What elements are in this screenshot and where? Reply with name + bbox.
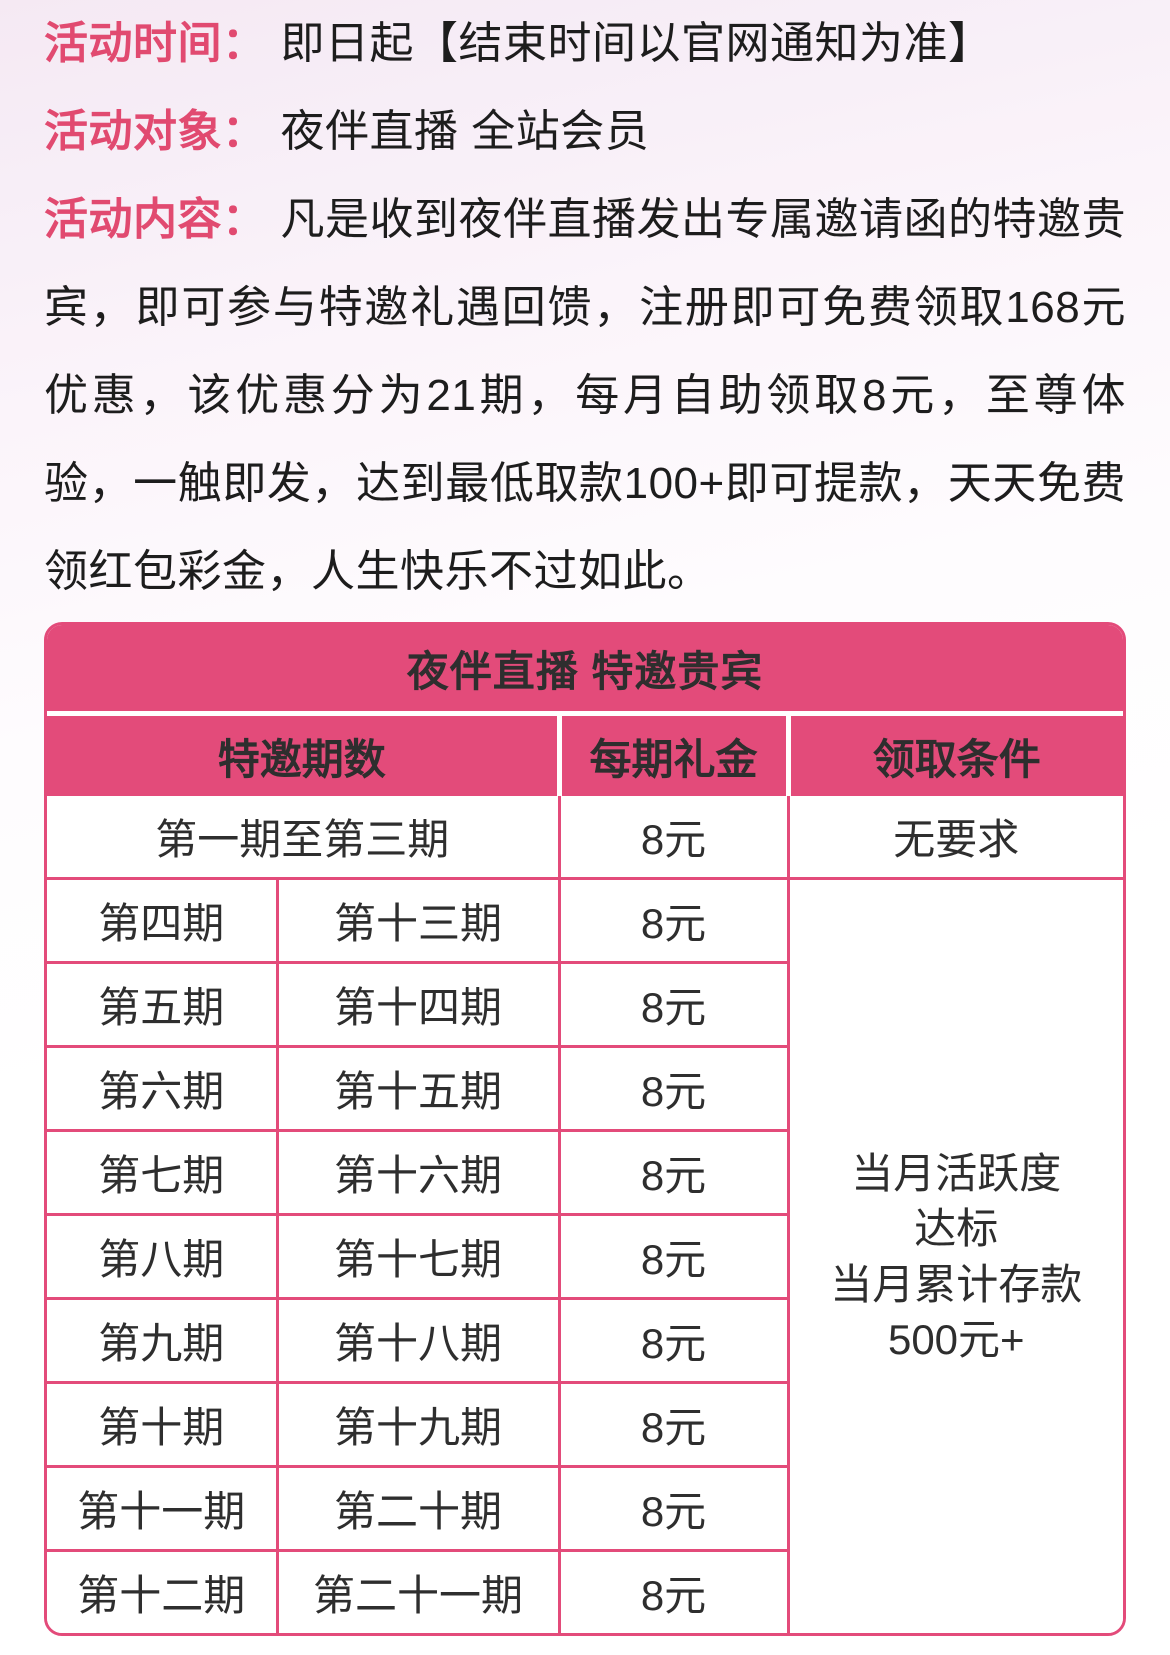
header-prize: 每期礼金: [556, 713, 788, 796]
period-cell-right: 第十五期: [277, 1046, 561, 1132]
period-cell-left: 第十二期: [47, 1550, 279, 1633]
intro-section: 活动时间： 即日起【结束时间以官网通知为准】 活动对象： 夜伴直播 全站会员 活动内…: [44, 0, 1126, 616]
period-range-cell: 第一期至第三期: [47, 796, 561, 880]
condition-line: 当月累计存款: [830, 1260, 1083, 1308]
table-row: 第七期 第十六期 8元: [47, 1130, 1123, 1216]
prize-cell: 8元: [559, 796, 790, 880]
intro-item-time: 活动时间： 即日起【结束时间以官网通知为准】: [44, 0, 1126, 88]
intro-text-time: 即日起【结束时间以官网通知为准】: [280, 19, 993, 68]
condition-line: 500元+: [887, 1315, 1025, 1363]
intro-text-audience: 夜伴直播 全站会员: [280, 107, 650, 156]
period-cell-left: 第七期: [47, 1130, 279, 1216]
period-cell-right: 第十四期: [277, 962, 561, 1048]
condition-cell: 当月活跃度 达标 当月累计存款 500元+: [788, 878, 1123, 1633]
table-row: 第五期 第十四期 8元: [47, 962, 1123, 1048]
prize-cell: 8元: [559, 1046, 790, 1132]
prize-cell: 8元: [559, 1130, 790, 1216]
header-condition: 领取条件: [785, 713, 1123, 796]
prize-cell: 8元: [559, 1298, 790, 1384]
period-cell-right: 第十八期: [277, 1298, 561, 1384]
intro-item-detail: 活动内容： 凡是收到夜伴直播发出专属邀请函的特邀贵宾，即可参与特邀礼遇回馈，注册即…: [44, 176, 1126, 616]
intro-label-time: 活动时间：: [44, 19, 267, 68]
period-cell-right: 第二十期: [277, 1466, 561, 1552]
page-content: 活动时间： 即日起【结束时间以官网通知为准】 活动对象： 夜伴直播 全站会员 活动内…: [0, 0, 1170, 616]
table-title-row: 夜伴直播 特邀贵宾: [47, 625, 1123, 716]
period-cell-left: 第六期: [47, 1046, 279, 1132]
condition-line: 当月活跃度: [851, 1149, 1062, 1197]
intro-label-detail: 活动内容：: [44, 195, 267, 244]
period-cell-left: 第八期: [47, 1214, 279, 1300]
condition-line: 达标: [914, 1205, 999, 1253]
prize-cell: 8元: [559, 1382, 790, 1468]
table-row: 第十二期 第二十一期 8元: [47, 1550, 1123, 1633]
intro-label-audience: 活动对象：: [44, 107, 267, 156]
table-row: 第六期 第十五期 8元: [47, 1046, 1123, 1132]
period-cell-left: 第五期: [47, 962, 279, 1048]
period-cell-right: 第十九期: [277, 1382, 561, 1468]
table-row: 第四期 第十三期 8元 当月活跃度 达标 当月累计存款 500元+: [47, 878, 1123, 1633]
prize-cell: 8元: [559, 1466, 790, 1552]
period-cell-left: 第十期: [47, 1382, 279, 1468]
table-row: 第八期 第十七期 8元: [47, 1214, 1123, 1300]
period-cell-right: 第十六期: [277, 1130, 561, 1216]
table-title: 夜伴直播 特邀贵宾: [47, 625, 1123, 716]
period-cell-right: 第二十一期: [277, 1550, 561, 1633]
prize-cell: 8元: [559, 1550, 790, 1633]
period-cell-left: 第十一期: [47, 1466, 279, 1552]
table-row: 第十一期 第二十期 8元: [47, 1466, 1123, 1552]
intro-text-detail: 凡是收到夜伴直播发出专属邀请函的特邀贵宾，即可参与特邀礼遇回馈，注册即可免费领取…: [44, 195, 1126, 596]
vip-table-frame: 夜伴直播 特邀贵宾 特邀期数 每期礼金 领取条件 第一期至第三期 8元 无要求 …: [44, 622, 1126, 1636]
prize-cell: 8元: [559, 878, 790, 964]
period-cell-right: 第十三期: [277, 878, 561, 964]
prize-cell: 8元: [559, 1214, 790, 1300]
table-row: 第九期 第十八期 8元: [47, 1298, 1123, 1384]
condition-none-cell: 无要求: [788, 796, 1123, 880]
header-period: 特邀期数: [47, 713, 559, 796]
period-cell-left: 第九期: [47, 1298, 279, 1384]
table-header-row: 特邀期数 每期礼金 领取条件: [47, 713, 1123, 796]
prize-cell: 8元: [559, 962, 790, 1048]
period-cell-left: 第四期: [47, 878, 279, 964]
vip-table: 夜伴直播 特邀贵宾 特邀期数 每期礼金 领取条件 第一期至第三期 8元 无要求 …: [47, 625, 1123, 1633]
table-row: 第十期 第十九期 8元: [47, 1382, 1123, 1468]
period-cell-right: 第十七期: [277, 1214, 561, 1300]
intro-item-audience: 活动对象： 夜伴直播 全站会员: [44, 88, 1126, 176]
table-row-first: 第一期至第三期 8元 无要求: [47, 796, 1123, 880]
